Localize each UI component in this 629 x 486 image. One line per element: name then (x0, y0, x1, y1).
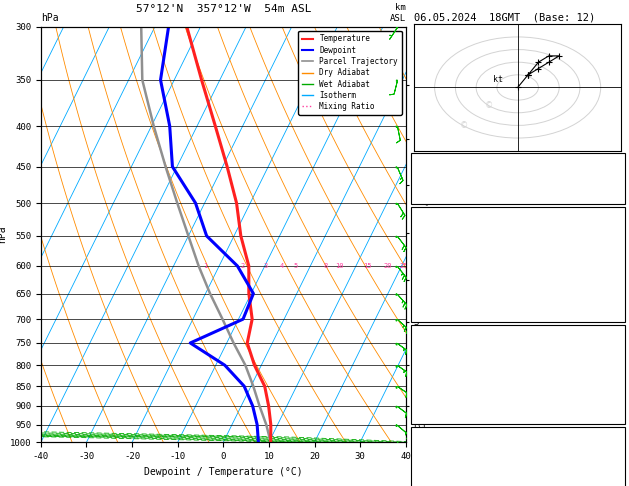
Polygon shape (396, 406, 397, 408)
Text: 8: 8 (616, 376, 621, 385)
Text: 3: 3 (263, 263, 267, 269)
Y-axis label: Mixing Ratio (g/kg): Mixing Ratio (g/kg) (421, 183, 430, 286)
Text: Pressure (mb): Pressure (mb) (414, 344, 489, 353)
Text: kt: kt (493, 75, 503, 85)
Text: 2: 2 (240, 263, 245, 269)
Text: CAPE (J): CAPE (J) (414, 392, 460, 401)
Text: 301: 301 (604, 360, 621, 369)
Polygon shape (396, 343, 397, 345)
Legend: Temperature, Dewpoint, Parcel Trajectory, Dry Adiabat, Wet Adiabat, Isotherm, Mi: Temperature, Dewpoint, Parcel Trajectory… (298, 31, 402, 115)
Text: 10.4: 10.4 (598, 226, 621, 235)
Text: 1: 1 (203, 263, 208, 269)
Text: km
ASL: km ASL (389, 3, 406, 22)
Text: Surface: Surface (498, 209, 538, 219)
Text: 0: 0 (616, 290, 621, 299)
Text: θₑ(K): θₑ(K) (414, 258, 443, 267)
Text: 1002: 1002 (598, 344, 621, 353)
Text: 170°: 170° (598, 478, 621, 486)
Text: 20: 20 (383, 263, 392, 269)
Text: EH: EH (414, 446, 425, 455)
Text: 0: 0 (616, 306, 621, 315)
Text: 5: 5 (616, 156, 621, 165)
Text: SREH: SREH (414, 462, 437, 471)
Text: 5: 5 (294, 263, 298, 269)
Text: 301: 301 (604, 258, 621, 267)
Text: Lifted Index: Lifted Index (414, 274, 483, 283)
Text: 41: 41 (610, 172, 621, 181)
Text: CIN (J): CIN (J) (414, 408, 454, 417)
Text: 57°12'N  357°12'W  54m ASL: 57°12'N 357°12'W 54m ASL (135, 4, 311, 14)
Text: © weatheronline.co.uk: © weatheronline.co.uk (414, 471, 519, 480)
Text: ©: © (484, 101, 493, 110)
Text: LCL: LCL (413, 421, 428, 430)
X-axis label: Dewpoint / Temperature (°C): Dewpoint / Temperature (°C) (144, 467, 303, 477)
Text: 0: 0 (616, 392, 621, 401)
Text: 06.05.2024  18GMT  (Base: 12): 06.05.2024 18GMT (Base: 12) (414, 12, 595, 22)
Text: 4: 4 (280, 263, 284, 269)
Text: CAPE (J): CAPE (J) (414, 290, 460, 299)
Text: CIN (J): CIN (J) (414, 306, 454, 315)
Text: -5: -5 (610, 446, 621, 455)
Text: 15: 15 (363, 263, 372, 269)
Polygon shape (396, 386, 397, 388)
Text: ©: © (460, 121, 468, 130)
Text: 8: 8 (616, 274, 621, 283)
Text: K: K (414, 156, 420, 165)
Text: StmDir: StmDir (414, 478, 448, 486)
Text: hPa: hPa (41, 13, 58, 22)
Text: 1.4: 1.4 (604, 188, 621, 197)
Text: 25: 25 (399, 263, 408, 269)
Text: PW (cm): PW (cm) (414, 188, 454, 197)
Text: 8: 8 (323, 263, 327, 269)
Text: Temp (°C): Temp (°C) (414, 226, 465, 235)
Text: 7.7: 7.7 (604, 242, 621, 251)
Text: Dewp (°C): Dewp (°C) (414, 242, 465, 251)
Text: Lifted Index: Lifted Index (414, 376, 483, 385)
Text: Totals Totals: Totals Totals (414, 172, 489, 181)
Text: 10: 10 (335, 263, 344, 269)
Text: Most Unstable: Most Unstable (481, 328, 555, 337)
Y-axis label: hPa: hPa (0, 226, 7, 243)
Text: 0: 0 (616, 408, 621, 417)
Text: θₑ (K): θₑ (K) (414, 360, 448, 369)
Text: -2: -2 (610, 462, 621, 471)
Polygon shape (396, 365, 397, 367)
Text: Hodograph: Hodograph (492, 430, 543, 439)
